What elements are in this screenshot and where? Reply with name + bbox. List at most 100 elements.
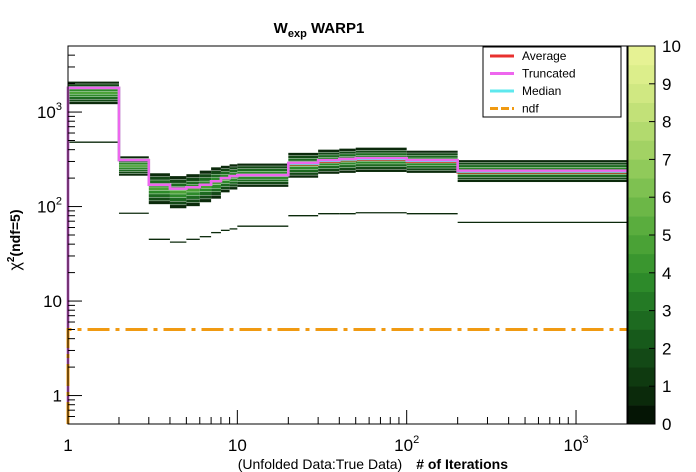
band-cell bbox=[169, 179, 187, 183]
x-tick-label: 1 bbox=[63, 436, 72, 455]
band-cell bbox=[220, 183, 230, 187]
colorbar-cell bbox=[628, 83, 655, 103]
band-cell bbox=[339, 154, 356, 157]
band-cell bbox=[355, 161, 407, 164]
colorbar-label: 6 bbox=[662, 188, 671, 207]
band-cell bbox=[457, 179, 627, 183]
legend-label-ndf: ndf bbox=[522, 102, 539, 116]
band-cell bbox=[220, 180, 230, 184]
colorbar-cell bbox=[628, 329, 655, 349]
band-cell bbox=[118, 167, 149, 170]
band-cell bbox=[229, 167, 238, 170]
band-cell bbox=[211, 184, 221, 189]
band-cell bbox=[148, 173, 170, 177]
band-cell bbox=[118, 169, 149, 172]
band-cell bbox=[118, 165, 149, 167]
y-axis-title: χ2(ndf=5) bbox=[6, 209, 24, 270]
colorbar-label: 7 bbox=[662, 150, 671, 169]
colorbar-label: 10 bbox=[662, 37, 681, 56]
colorbar-cell bbox=[628, 216, 655, 236]
band-cell bbox=[169, 183, 187, 187]
band-cell bbox=[199, 184, 212, 189]
y-axis-title-sup: 2 bbox=[6, 256, 17, 262]
band-cell bbox=[186, 174, 200, 178]
band-cell bbox=[318, 155, 340, 158]
x-tick-label: 102 bbox=[394, 434, 419, 455]
band-cell bbox=[355, 150, 407, 153]
band-cell bbox=[237, 168, 289, 172]
x-axis-title-prefix: (Unfolded Data:True Data) bbox=[238, 456, 402, 472]
band-cell bbox=[288, 158, 319, 161]
band-cell bbox=[237, 163, 289, 166]
band-cell bbox=[406, 163, 458, 166]
colorbar-cell bbox=[628, 64, 655, 85]
band-cell bbox=[339, 167, 356, 171]
band-cell bbox=[318, 152, 340, 155]
legend: Average Truncated Median ndf bbox=[482, 46, 622, 118]
band-cell bbox=[457, 165, 627, 168]
colorbar-cell bbox=[628, 405, 655, 425]
band-cell bbox=[355, 166, 407, 170]
colorbar-cell bbox=[628, 102, 655, 122]
colorbar-labels: 0 1 2 3 4 5 6 7 8 9 10 bbox=[649, 37, 681, 434]
band-cell bbox=[339, 148, 356, 151]
colorbar-cell bbox=[628, 121, 655, 141]
colorbar-cell bbox=[628, 235, 655, 255]
band-cell bbox=[288, 169, 319, 173]
legend-label-truncated: Truncated bbox=[522, 67, 576, 81]
colorbar-cell bbox=[628, 291, 655, 311]
band-cell bbox=[199, 170, 212, 174]
band-cell bbox=[68, 94, 119, 97]
colorbar-cell bbox=[628, 140, 655, 160]
band-cell bbox=[148, 176, 170, 180]
band-cell bbox=[211, 192, 221, 196]
band-cell bbox=[229, 169, 238, 173]
band-cell bbox=[288, 152, 319, 156]
band-cell bbox=[318, 168, 340, 172]
band-cell bbox=[355, 147, 407, 151]
band-cell bbox=[355, 153, 407, 156]
colorbar-cells bbox=[628, 46, 655, 425]
band-cell bbox=[68, 102, 119, 105]
band-cell bbox=[457, 160, 627, 163]
band-cell bbox=[406, 170, 458, 173]
legend-label-average: Average bbox=[522, 49, 567, 63]
band-cell bbox=[199, 174, 212, 178]
x-tick-label: 103 bbox=[563, 434, 588, 455]
legend-label-median: Median bbox=[522, 84, 561, 98]
band-cell bbox=[211, 181, 221, 185]
series-line-truncated bbox=[66, 86, 627, 424]
x-axis-title-main: # of Iterations bbox=[416, 456, 508, 472]
outlier-layer bbox=[68, 141, 627, 243]
band-cell bbox=[406, 155, 458, 158]
band-cell bbox=[288, 172, 319, 175]
band-cell bbox=[237, 176, 289, 179]
band-cell bbox=[406, 150, 458, 153]
colorbar-cell bbox=[628, 46, 655, 66]
band-cell bbox=[339, 162, 356, 165]
band-cell bbox=[229, 187, 238, 190]
band-cell bbox=[457, 167, 627, 170]
band-cell bbox=[318, 166, 340, 169]
band-cell bbox=[118, 171, 149, 174]
band-cell bbox=[199, 181, 212, 185]
band-cell bbox=[406, 153, 458, 156]
colorbar-label: 2 bbox=[662, 339, 671, 358]
colorbar-cell bbox=[628, 310, 655, 330]
band-cell bbox=[339, 170, 356, 173]
band-cell bbox=[199, 177, 212, 181]
band-cell bbox=[220, 189, 230, 193]
band-cell bbox=[199, 199, 212, 203]
band-cell bbox=[211, 195, 221, 199]
band-cell bbox=[288, 155, 319, 159]
band-cell bbox=[186, 181, 200, 185]
band-cell bbox=[211, 167, 221, 171]
band-cell bbox=[237, 184, 289, 187]
legend-box bbox=[482, 46, 622, 118]
band-cell bbox=[186, 188, 200, 192]
band-cell bbox=[68, 99, 119, 102]
chart-title-sub: exp bbox=[288, 28, 307, 40]
x-tick-label: 10 bbox=[228, 436, 247, 455]
x-axis-ticks: 1 10 102 103 bbox=[63, 410, 628, 455]
